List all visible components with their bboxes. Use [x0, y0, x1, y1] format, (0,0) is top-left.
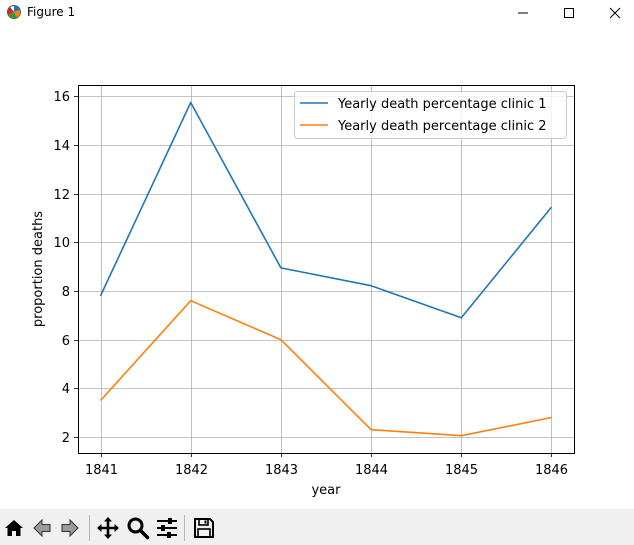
maximize-icon [564, 8, 574, 18]
axes-frame [78, 85, 575, 454]
forward-button[interactable] [58, 516, 82, 540]
window-titlebar: Figure 1 [0, 0, 634, 26]
series-line-clinic-2 [99, 299, 552, 437]
x-tick-label: 1845 [445, 463, 478, 478]
minimize-button[interactable] [500, 0, 546, 26]
back-button[interactable] [30, 516, 54, 540]
series-lines [99, 101, 553, 437]
grid-lines [78, 85, 574, 453]
y-tick-label: 14 [53, 139, 70, 154]
y-tick-label: 4 [62, 382, 70, 397]
maximize-button[interactable] [546, 0, 592, 26]
configure-subplots-icon [157, 518, 177, 538]
series-line-clinic-1 [99, 101, 553, 319]
matplotlib-app-icon [7, 5, 21, 19]
minimize-icon [518, 12, 528, 14]
x-axis-label: year [311, 483, 341, 498]
y-tick-label: 2 [62, 431, 70, 446]
x-tick-label: 1842 [175, 463, 208, 478]
y-tick-label: 10 [53, 236, 70, 251]
zoom-magnifier-icon [127, 517, 150, 540]
axis-ticks: 1841 1842 1843 1844 1845 1846 2 4 6 8 10 12 14 16 [53, 90, 568, 478]
navigation-toolbar [0, 509, 634, 545]
legend-label-clinic-2: Yearly death percentage clinic 2 [337, 119, 547, 134]
toolbar-separator [184, 515, 185, 541]
line-chart: 1841 1842 1843 1844 1845 1846 2 4 6 8 10 12 14 16 yea… [31, 85, 575, 498]
home-icon [5, 520, 23, 536]
y-tick-label: 16 [53, 90, 70, 105]
save-button[interactable] [192, 516, 216, 540]
legend-box [294, 91, 567, 139]
y-tick-label: 6 [62, 334, 70, 349]
configure-subplots-button[interactable] [155, 516, 179, 540]
x-tick-label: 1846 [535, 463, 568, 478]
x-tick-label: 1843 [265, 463, 298, 478]
window-title: Figure 1 [27, 5, 76, 19]
x-tick-label: 1841 [85, 463, 118, 478]
home-button[interactable] [2, 516, 26, 540]
y-tick-label: 8 [62, 285, 70, 300]
forward-arrow-icon [61, 518, 79, 538]
toolbar-separator [89, 515, 90, 541]
close-icon [609, 7, 621, 19]
x-tick-label: 1844 [355, 463, 388, 478]
legend-label-clinic-1: Yearly death percentage clinic 1 [337, 97, 547, 112]
pan-move-icon [97, 517, 119, 539]
legend: Yearly death percentage clinic 1 Yearly … [294, 91, 567, 139]
y-tick-label: 12 [53, 188, 70, 203]
save-disk-icon [194, 518, 214, 538]
close-button[interactable] [592, 0, 634, 26]
pan-button[interactable] [96, 516, 120, 540]
y-axis-label: proportion deaths [31, 211, 46, 327]
back-arrow-icon [33, 518, 51, 538]
figure-canvas[interactable]: 1841 1842 1843 1844 1845 1846 2 4 6 8 10 12 14 16 yea… [0, 26, 634, 509]
zoom-button[interactable] [126, 516, 150, 540]
